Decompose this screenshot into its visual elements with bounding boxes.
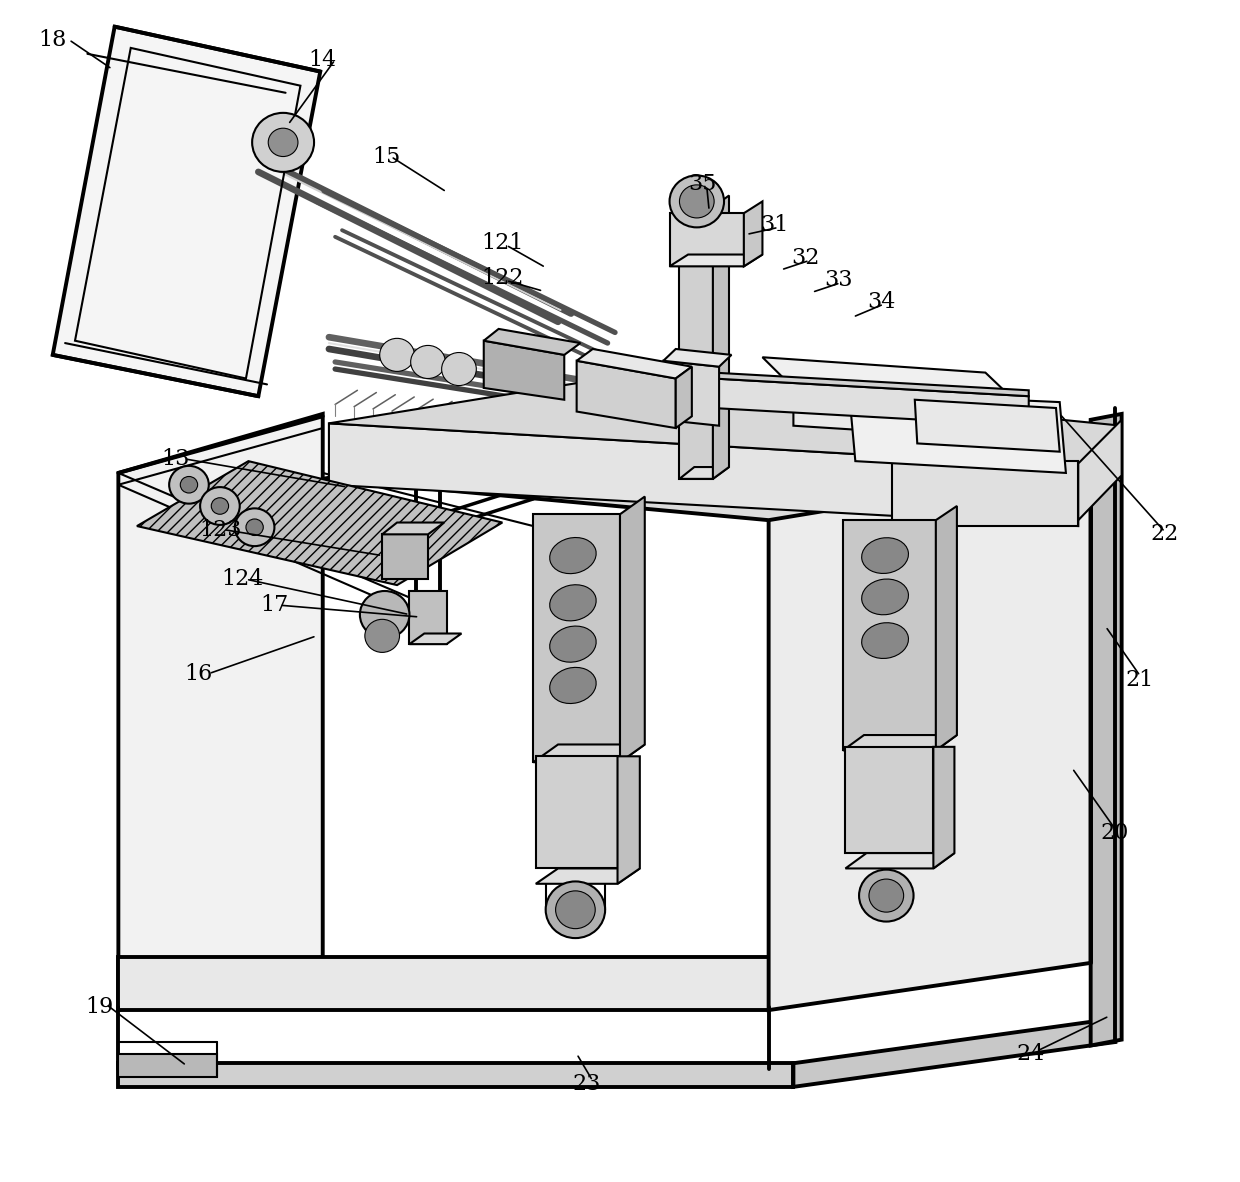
Polygon shape xyxy=(936,506,957,751)
Polygon shape xyxy=(53,27,320,396)
Polygon shape xyxy=(382,534,428,579)
Text: 32: 32 xyxy=(791,247,820,269)
Circle shape xyxy=(360,591,409,638)
Ellipse shape xyxy=(862,579,909,615)
Polygon shape xyxy=(846,853,955,869)
Polygon shape xyxy=(577,349,692,378)
Text: 122: 122 xyxy=(481,267,523,290)
Ellipse shape xyxy=(862,538,909,573)
Text: 124: 124 xyxy=(221,569,264,590)
Ellipse shape xyxy=(862,623,909,658)
Text: 18: 18 xyxy=(38,28,66,51)
Polygon shape xyxy=(484,329,580,355)
Polygon shape xyxy=(329,423,1079,526)
Text: 121: 121 xyxy=(481,232,523,254)
Polygon shape xyxy=(849,392,1066,473)
Polygon shape xyxy=(118,1064,794,1087)
Polygon shape xyxy=(663,361,719,426)
Text: 23: 23 xyxy=(573,1073,601,1096)
Polygon shape xyxy=(769,443,1091,1011)
Polygon shape xyxy=(670,254,763,266)
Text: 33: 33 xyxy=(825,269,853,292)
Ellipse shape xyxy=(549,585,596,621)
Polygon shape xyxy=(136,461,502,585)
Polygon shape xyxy=(1079,420,1122,520)
Circle shape xyxy=(246,519,263,535)
Polygon shape xyxy=(618,756,640,884)
Circle shape xyxy=(234,508,274,546)
Circle shape xyxy=(859,870,914,922)
Circle shape xyxy=(365,619,399,652)
Circle shape xyxy=(680,184,714,217)
Text: 14: 14 xyxy=(308,48,336,71)
Circle shape xyxy=(546,882,605,939)
Polygon shape xyxy=(713,195,729,479)
Polygon shape xyxy=(934,747,955,869)
Text: 123: 123 xyxy=(198,519,242,540)
Polygon shape xyxy=(577,361,676,428)
Polygon shape xyxy=(118,957,769,1011)
Text: 20: 20 xyxy=(1101,821,1128,844)
Polygon shape xyxy=(382,522,444,534)
Polygon shape xyxy=(118,414,322,1011)
Circle shape xyxy=(869,879,904,913)
Polygon shape xyxy=(794,388,1017,440)
Polygon shape xyxy=(713,378,1029,426)
Text: 35: 35 xyxy=(688,173,717,195)
Polygon shape xyxy=(484,340,564,400)
Polygon shape xyxy=(744,201,763,266)
Circle shape xyxy=(200,487,239,525)
Text: 21: 21 xyxy=(1126,669,1153,690)
Polygon shape xyxy=(663,349,732,366)
Polygon shape xyxy=(680,207,713,479)
Text: 19: 19 xyxy=(84,995,113,1018)
Polygon shape xyxy=(1091,414,1122,1046)
Text: 22: 22 xyxy=(1151,524,1178,545)
Circle shape xyxy=(252,112,314,171)
Text: 34: 34 xyxy=(868,291,897,313)
Polygon shape xyxy=(893,461,1079,526)
Polygon shape xyxy=(670,213,744,266)
Circle shape xyxy=(268,128,298,156)
Polygon shape xyxy=(915,400,1060,452)
Polygon shape xyxy=(536,756,618,869)
Polygon shape xyxy=(118,1054,217,1078)
Text: 24: 24 xyxy=(1017,1043,1044,1065)
Polygon shape xyxy=(409,591,446,644)
Circle shape xyxy=(211,498,228,514)
Polygon shape xyxy=(763,357,1017,402)
Circle shape xyxy=(379,338,414,371)
Polygon shape xyxy=(680,467,729,479)
Polygon shape xyxy=(536,869,640,884)
Text: 16: 16 xyxy=(184,663,212,684)
Polygon shape xyxy=(620,496,645,762)
Polygon shape xyxy=(533,514,620,762)
Ellipse shape xyxy=(549,538,596,573)
Circle shape xyxy=(670,175,724,227)
Polygon shape xyxy=(713,372,1029,396)
Text: 31: 31 xyxy=(760,214,789,236)
Polygon shape xyxy=(322,426,1091,520)
Circle shape xyxy=(441,352,476,385)
Polygon shape xyxy=(676,366,692,428)
Text: 13: 13 xyxy=(161,448,190,469)
Polygon shape xyxy=(794,1019,1116,1087)
Text: 15: 15 xyxy=(372,145,401,168)
Ellipse shape xyxy=(549,626,596,662)
Polygon shape xyxy=(843,520,936,751)
Circle shape xyxy=(180,476,197,493)
Text: 17: 17 xyxy=(260,595,289,616)
Polygon shape xyxy=(846,747,934,853)
Polygon shape xyxy=(329,376,1122,467)
Circle shape xyxy=(410,345,445,378)
Circle shape xyxy=(556,891,595,929)
Polygon shape xyxy=(409,634,461,644)
Polygon shape xyxy=(533,745,645,762)
Circle shape xyxy=(169,466,208,504)
Polygon shape xyxy=(843,735,957,751)
Ellipse shape xyxy=(549,668,596,703)
